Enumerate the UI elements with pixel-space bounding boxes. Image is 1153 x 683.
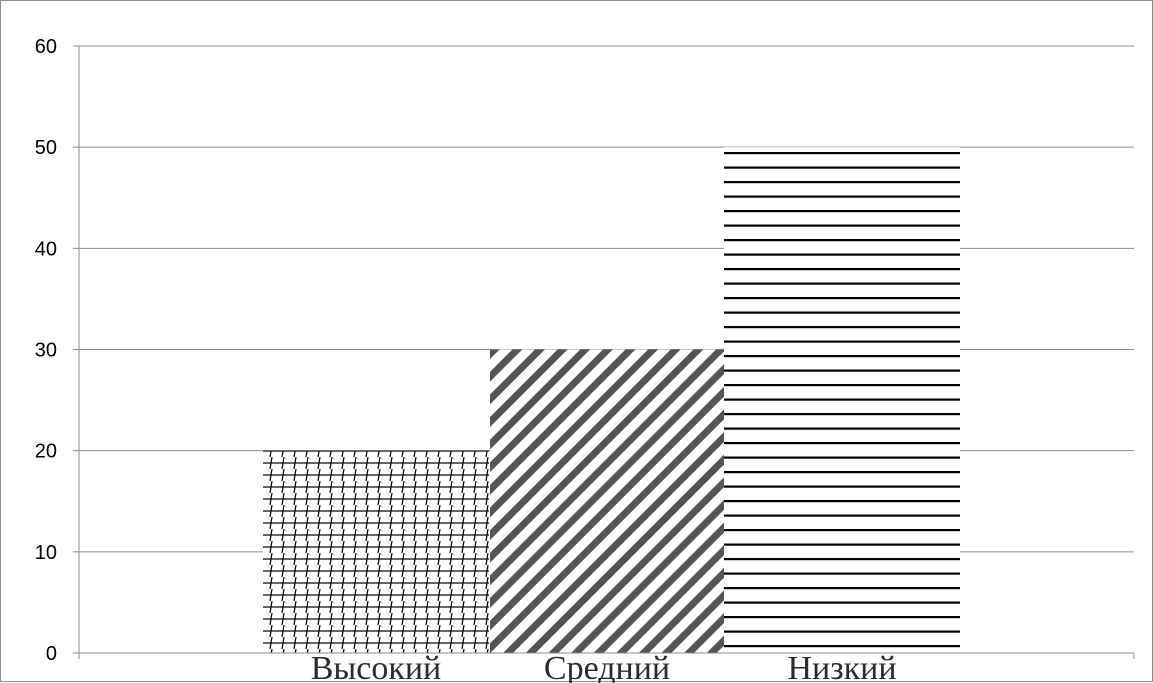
y-tick-labels: 0 10 20 30 40 50 60 [35, 36, 57, 665]
bar-1 [263, 450, 489, 653]
axes [73, 45, 1135, 659]
bars [263, 147, 960, 653]
y-tick-label-20: 20 [35, 441, 57, 463]
x-tick-label-2: Средний [544, 650, 670, 683]
bar-2 [490, 349, 724, 653]
bar-3 [724, 147, 960, 653]
y-tick-label-10: 10 [35, 542, 57, 564]
y-tick-label-30: 30 [35, 340, 57, 362]
y-tick-label-0: 0 [46, 643, 57, 665]
y-tick-label-50: 50 [35, 137, 57, 159]
y-tick-label-40: 40 [35, 238, 57, 260]
x-tick-label-1: Высокий [311, 650, 442, 683]
x-tick-label-3: Низкий [787, 650, 896, 683]
y-tick-label-60: 60 [35, 36, 57, 58]
x-tick-labels: Высокий Средний Низкий [311, 650, 897, 683]
